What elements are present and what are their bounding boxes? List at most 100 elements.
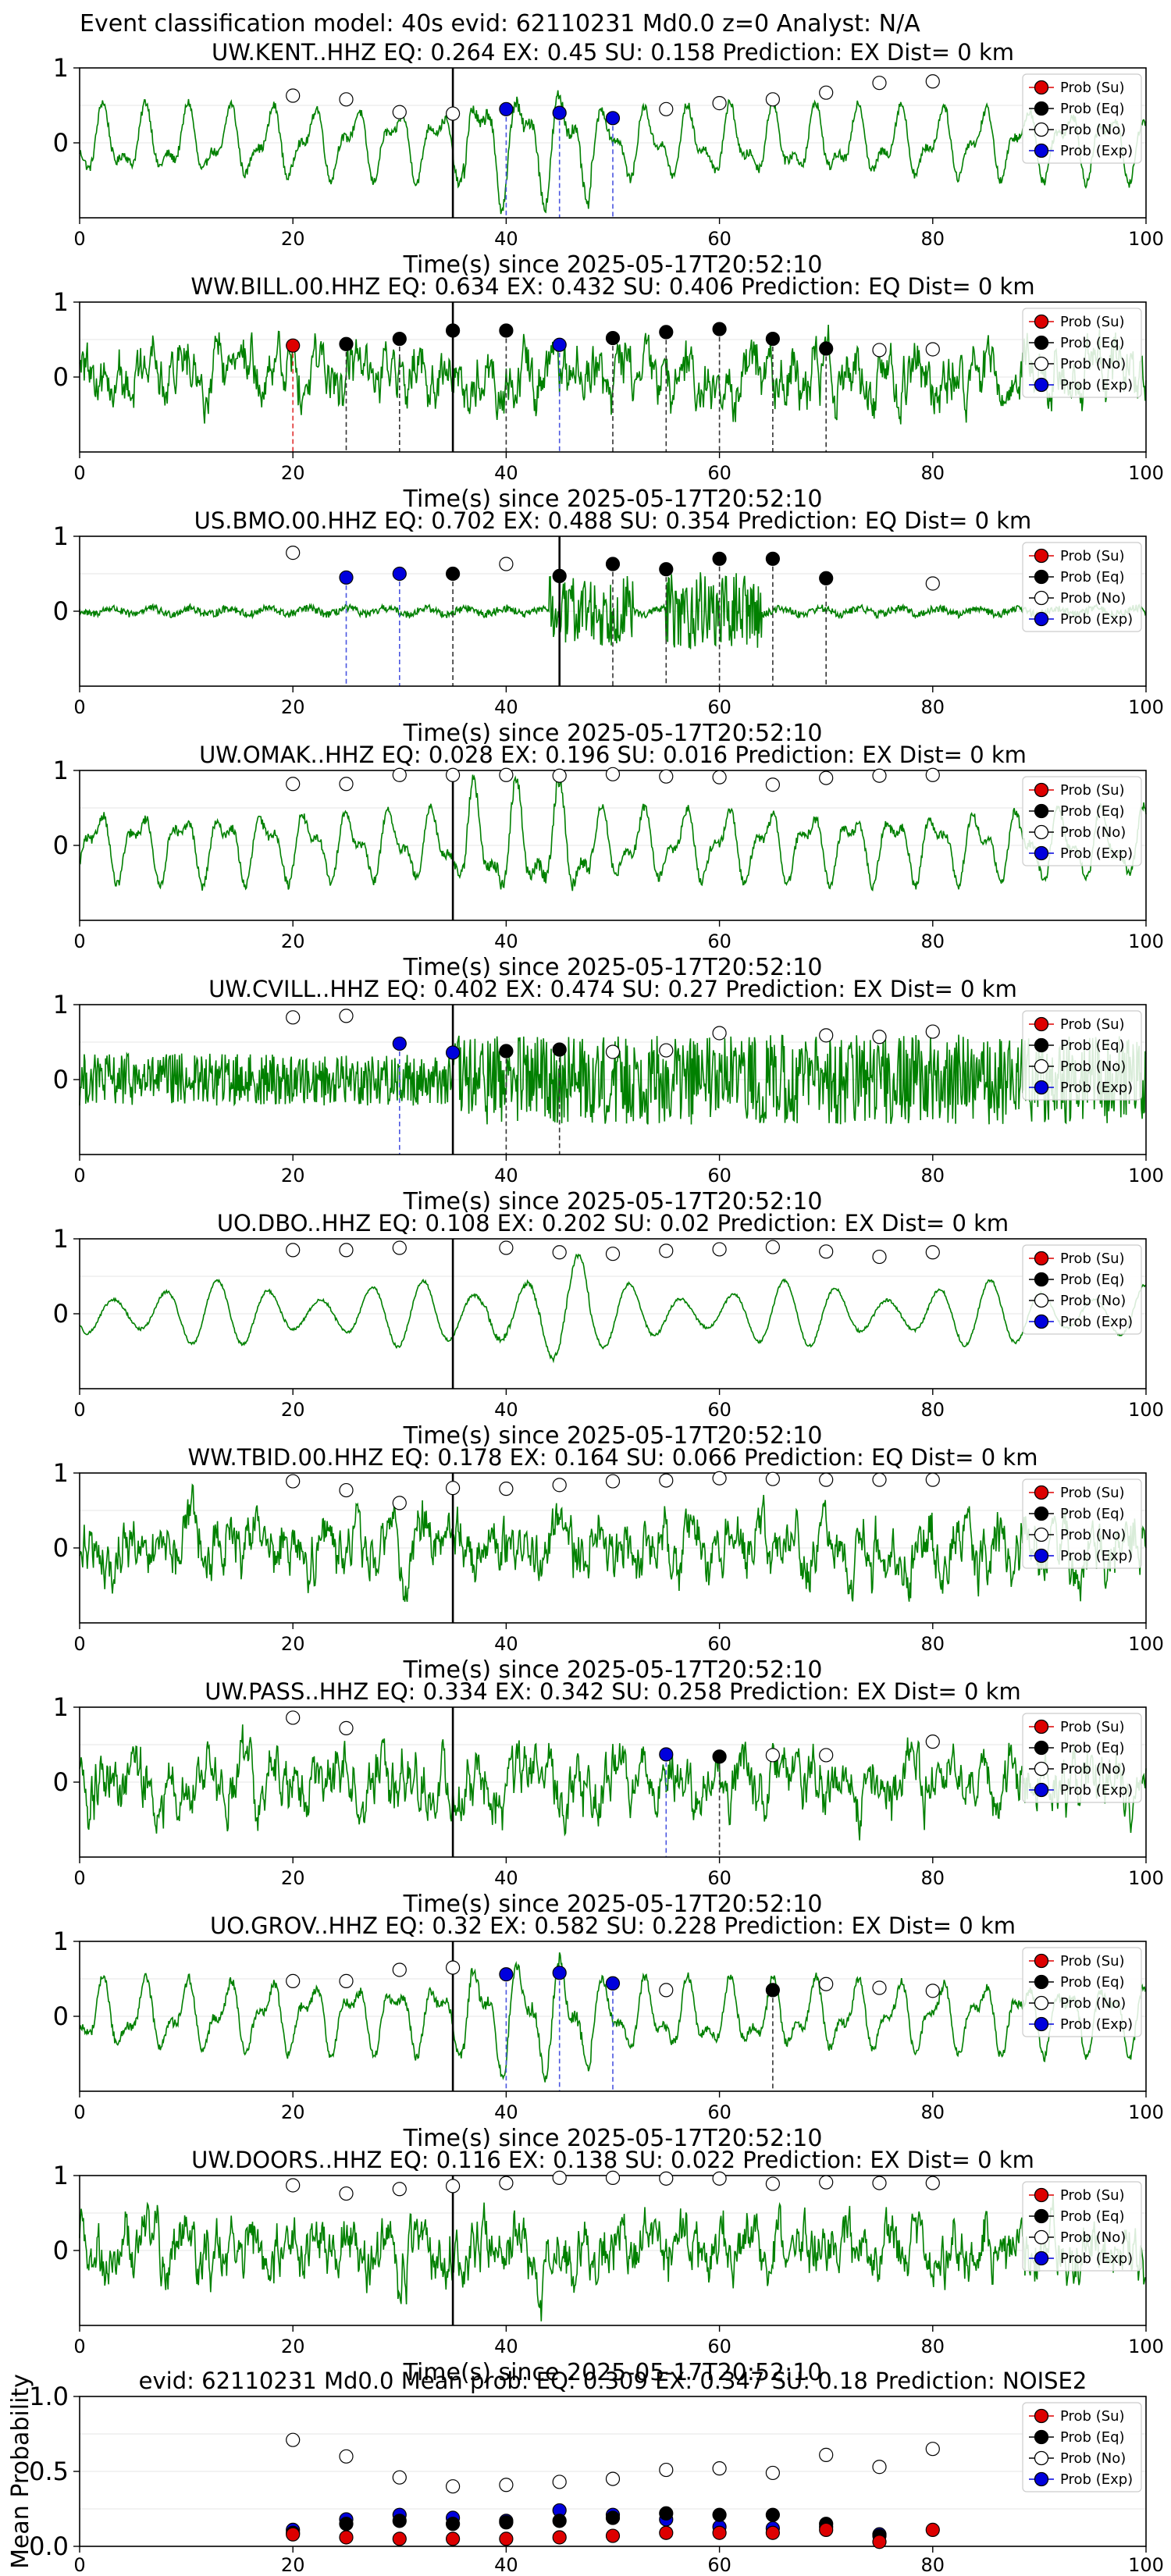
- waveform-trace: [79, 1253, 1147, 1364]
- legend-label: Prob (Exp): [1060, 1314, 1133, 1330]
- prob-point-eq: [445, 566, 461, 582]
- mean-point-no: [925, 2442, 940, 2457]
- prob-point-exp: [339, 570, 354, 585]
- mean-point-eq: [659, 2506, 674, 2521]
- station-panel: UO.DBO..HHZ EQ: 0.108 EX: 0.202 SU: 0.02…: [53, 1210, 1164, 1450]
- legend-marker-eq: [1034, 2208, 1049, 2224]
- legend-label: Prob (Exp): [1060, 1782, 1133, 1799]
- prob-point-no: [765, 1748, 781, 1763]
- y-tick-label: 0: [53, 362, 69, 392]
- prob-point-no: [552, 768, 567, 783]
- legend-marker-exp: [1034, 2471, 1049, 2487]
- x-tick-label: 100: [1128, 696, 1164, 718]
- prob-point-no: [765, 2176, 781, 2191]
- waveform-trace: [79, 1724, 1147, 1841]
- legend-label: Prob (No): [1060, 1293, 1126, 1309]
- legend-marker-exp: [1034, 1548, 1049, 1564]
- legend-label: Prob (Su): [1060, 1953, 1125, 1969]
- x-tick-label: 100: [1128, 228, 1164, 250]
- prob-point-exp: [659, 1747, 674, 1762]
- y-tick-label: 1: [53, 287, 69, 317]
- legend-marker-no: [1034, 356, 1049, 372]
- station-title: WW.BILL.00.HHZ EQ: 0.634 EX: 0.432 SU: 0…: [190, 273, 1034, 300]
- x-tick-label: 80: [921, 1867, 945, 1889]
- x-axis-label: Time(s) since 2025-05-17T20:52:10: [403, 251, 823, 279]
- y-tick-label: 0: [53, 1767, 69, 1797]
- x-tick-label: 40: [494, 2554, 518, 2576]
- x-axis-label: Time(s) since 2025-05-17T20:52:10: [403, 1188, 823, 1215]
- x-tick-label: 100: [1128, 1399, 1164, 1421]
- prob-point-no: [925, 767, 940, 782]
- x-tick-label: 20: [281, 2336, 305, 2357]
- legend-marker-exp: [1034, 1782, 1049, 1798]
- prob-point-eq: [819, 571, 834, 585]
- x-tick-label: 80: [921, 228, 945, 250]
- prob-point-eq: [712, 322, 727, 336]
- legend-marker-exp: [1034, 1314, 1049, 1329]
- y-tick-label: 0: [53, 831, 69, 860]
- x-tick-label: 0: [73, 462, 85, 484]
- legend-label: Prob (Exp): [1060, 2016, 1133, 2033]
- prob-point-no: [819, 1244, 834, 1259]
- legend-box: [1022, 542, 1142, 632]
- prob-point-no: [819, 770, 834, 785]
- legend-label: Prob (Exp): [1060, 1080, 1133, 1096]
- legend-marker-su: [1034, 1953, 1049, 1969]
- legend-marker-no: [1034, 1293, 1049, 1308]
- mean-point-su: [552, 2530, 567, 2545]
- prob-point-no: [659, 1983, 674, 1998]
- legend-marker-eq: [1034, 569, 1049, 585]
- prob-point-no: [925, 1245, 940, 1260]
- prob-point-no: [659, 1244, 674, 1258]
- prob-point-no: [819, 85, 834, 100]
- y-tick-label: 1: [53, 1692, 69, 1722]
- x-tick-label: 0: [73, 930, 85, 952]
- waveform-trace: [79, 1034, 1147, 1125]
- legend-marker-eq: [1034, 335, 1049, 350]
- prob-point-no: [712, 1471, 727, 1485]
- x-tick-label: 40: [494, 1633, 518, 1655]
- legend-marker-exp: [1034, 143, 1049, 158]
- mean-y-axis-label: Mean Probability: [7, 2374, 34, 2569]
- mean-point-su: [392, 2532, 407, 2546]
- legend-label: Prob (No): [1060, 1995, 1126, 2012]
- prob-point-no: [925, 2176, 940, 2190]
- x-tick-label: 0: [73, 2101, 85, 2123]
- x-tick-label: 20: [281, 2101, 305, 2123]
- legend-label: Prob (Eq): [1060, 2208, 1125, 2225]
- prob-point-exp: [499, 101, 514, 116]
- prob-point-no: [872, 768, 887, 783]
- x-tick-label: 0: [73, 2336, 85, 2357]
- prob-point-no: [925, 1984, 940, 1998]
- prob-point-no: [392, 767, 407, 782]
- prob-point-no: [765, 1471, 781, 1486]
- x-tick-label: 100: [1128, 930, 1164, 952]
- mean-point-eq: [499, 2515, 514, 2530]
- x-tick-label: 20: [281, 1165, 305, 1187]
- prob-point-no: [339, 1009, 354, 1023]
- legend-label: Prob (No): [1060, 1059, 1126, 1075]
- prob-point-eq: [765, 331, 781, 347]
- mean-point-su: [445, 2532, 461, 2546]
- prob-point-no: [445, 767, 461, 782]
- legend-box: [1022, 1947, 1142, 2037]
- mean-point-eq: [765, 2507, 781, 2522]
- x-tick-label: 100: [1128, 2336, 1164, 2357]
- prob-point-no: [499, 557, 514, 571]
- mean-point-eq: [552, 2514, 567, 2528]
- x-tick-label: 80: [921, 1165, 945, 1187]
- legend-marker-exp: [1034, 845, 1049, 861]
- prob-point-eq: [605, 557, 621, 571]
- x-tick-label: 100: [1128, 2101, 1164, 2123]
- legend-marker-exp: [1034, 1080, 1049, 1095]
- x-axis-label: Time(s) since 2025-05-17T20:52:10: [403, 486, 823, 513]
- prob-point-no: [712, 2171, 727, 2186]
- legend-marker-no: [1034, 824, 1049, 840]
- x-tick-label: 40: [494, 1867, 518, 1889]
- prob-point-no: [339, 2186, 354, 2201]
- mean-point-su: [286, 2527, 301, 2542]
- legend-label: Prob (Eq): [1060, 101, 1125, 117]
- x-tick-label: 60: [707, 462, 731, 484]
- y-tick-label: 0: [53, 1533, 69, 1563]
- x-tick-label: 20: [281, 696, 305, 718]
